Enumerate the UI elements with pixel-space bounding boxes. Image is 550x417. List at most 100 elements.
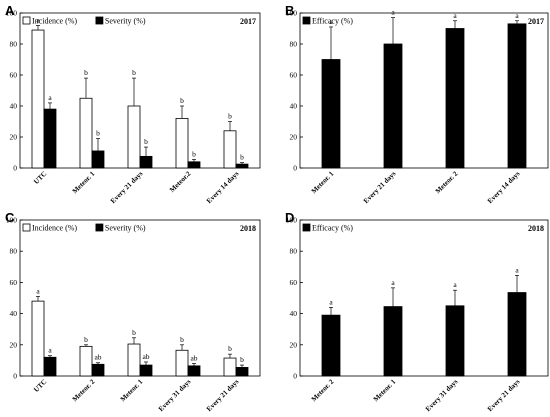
y-tick-label: 40 bbox=[10, 309, 18, 318]
significance-letter: b bbox=[240, 355, 244, 364]
legend-swatch bbox=[22, 16, 31, 25]
y-tick-label: 20 bbox=[10, 133, 18, 142]
y-tick-label: 100 bbox=[6, 216, 18, 225]
significance-letter: a bbox=[391, 278, 395, 287]
legend-swatch bbox=[302, 223, 311, 232]
significance-letter: a bbox=[329, 297, 333, 306]
y-tick-label: 80 bbox=[290, 247, 298, 256]
significance-letter: b bbox=[132, 328, 136, 337]
chart-panel-a: A 0 20 40 60 80 100 2017 Incidence (%) Severity (… bbox=[5, 3, 261, 205]
legend-label: Efficacy (%) bbox=[312, 224, 353, 233]
significance-letter: a bbox=[515, 265, 519, 274]
legend-label: Severity (%) bbox=[105, 224, 146, 233]
y-tick-label: 20 bbox=[10, 340, 18, 349]
significance-letter: a bbox=[48, 93, 52, 102]
bar bbox=[383, 43, 403, 169]
bar bbox=[175, 118, 189, 169]
panel-letter: B bbox=[285, 3, 294, 18]
y-tick-label: 0 bbox=[13, 164, 17, 173]
bar bbox=[91, 150, 105, 169]
significance-letter: a bbox=[48, 346, 52, 355]
legend-label: Incidence (%) bbox=[32, 224, 77, 233]
significance-letter: b bbox=[240, 153, 244, 162]
y-tick-label: 0 bbox=[13, 372, 17, 381]
significance-letter: a bbox=[453, 280, 457, 289]
significance-letter: b bbox=[132, 68, 136, 77]
bar bbox=[43, 356, 57, 377]
year-label: 2018 bbox=[240, 224, 256, 233]
bar bbox=[445, 28, 465, 169]
bar bbox=[43, 108, 57, 169]
y-tick-label: 60 bbox=[290, 278, 298, 287]
significance-letter: b bbox=[84, 335, 88, 344]
bar bbox=[507, 292, 527, 377]
bar bbox=[507, 23, 527, 169]
significance-letter: a bbox=[36, 286, 40, 295]
y-tick-label: 0 bbox=[293, 372, 297, 381]
y-tick-label: 100 bbox=[6, 9, 18, 18]
year-label: 2017 bbox=[528, 17, 544, 26]
y-tick-label: 40 bbox=[290, 102, 298, 111]
y-tick-label: 80 bbox=[10, 40, 18, 49]
y-tick-label: 100 bbox=[286, 216, 298, 225]
y-tick-label: 60 bbox=[10, 278, 18, 287]
significance-letter: a bbox=[36, 15, 40, 24]
year-label: 2018 bbox=[528, 224, 544, 233]
significance-letter: a bbox=[329, 17, 333, 26]
year-label: 2017 bbox=[240, 17, 256, 26]
bar bbox=[175, 349, 189, 377]
legend-swatch bbox=[95, 16, 104, 25]
y-tick-label: 80 bbox=[290, 40, 298, 49]
significance-letter: ab bbox=[190, 354, 197, 363]
y-tick-label: 60 bbox=[290, 71, 298, 80]
y-tick-label: 40 bbox=[290, 309, 298, 318]
bar bbox=[235, 367, 249, 377]
significance-letter: ab bbox=[94, 353, 101, 362]
significance-letter: a bbox=[515, 11, 519, 20]
legend-label: Efficacy (%) bbox=[312, 17, 353, 26]
y-tick-label: 100 bbox=[286, 9, 298, 18]
bar bbox=[187, 365, 201, 377]
significance-letter: b bbox=[192, 149, 196, 158]
legend-swatch bbox=[302, 16, 311, 25]
bar bbox=[223, 130, 237, 169]
significance-letter: b bbox=[96, 129, 100, 138]
significance-letter: ab bbox=[142, 352, 149, 361]
bar bbox=[127, 343, 141, 377]
y-tick-label: 20 bbox=[290, 133, 298, 142]
significance-letter: b bbox=[180, 96, 184, 105]
bar bbox=[127, 105, 141, 169]
legend-swatch bbox=[95, 223, 104, 232]
bar bbox=[235, 163, 249, 169]
plot-frame bbox=[299, 219, 549, 377]
bar bbox=[321, 314, 341, 377]
panel-letter: D bbox=[285, 210, 294, 225]
bar bbox=[187, 161, 201, 169]
bar bbox=[445, 305, 465, 377]
legend-swatch bbox=[22, 223, 31, 232]
bar bbox=[383, 306, 403, 377]
bar bbox=[91, 363, 105, 377]
bar bbox=[31, 29, 45, 169]
bar bbox=[79, 345, 93, 377]
significance-letter: b bbox=[228, 344, 232, 353]
significance-letter: b bbox=[84, 68, 88, 77]
bar bbox=[79, 97, 93, 169]
bar bbox=[321, 59, 341, 169]
y-tick-label: 0 bbox=[293, 164, 297, 173]
y-tick-label: 60 bbox=[10, 71, 18, 80]
bar bbox=[223, 357, 237, 377]
legend-label: Incidence (%) bbox=[32, 17, 77, 26]
plot-frame bbox=[299, 12, 549, 169]
bar bbox=[31, 300, 45, 377]
bar bbox=[139, 155, 153, 169]
significance-letter: a bbox=[391, 8, 395, 17]
significance-letter: b bbox=[144, 137, 148, 146]
panel-letter: A bbox=[5, 3, 15, 18]
y-tick-label: 40 bbox=[10, 102, 18, 111]
bar bbox=[139, 364, 153, 377]
significance-letter: b bbox=[228, 112, 232, 121]
y-tick-label: 80 bbox=[10, 247, 18, 256]
y-tick-label: 20 bbox=[290, 340, 298, 349]
